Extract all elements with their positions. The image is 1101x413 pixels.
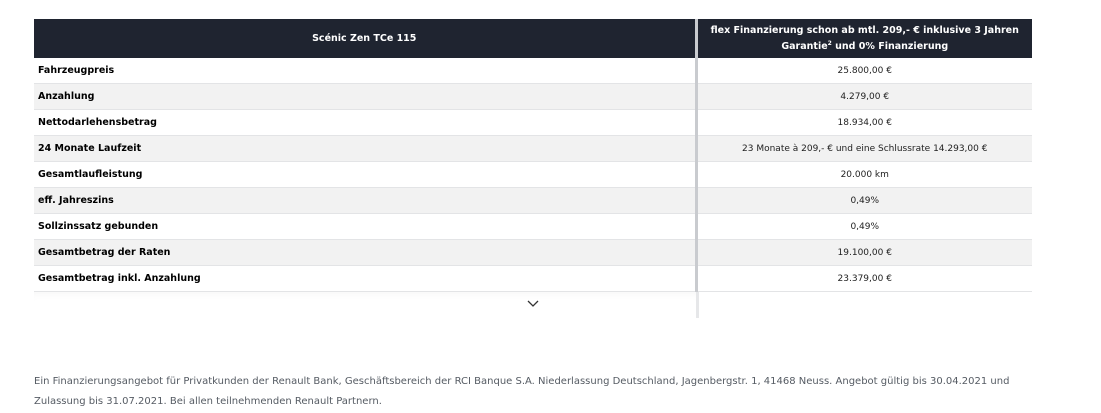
row-value: 19.100,00 € — [696, 239, 1032, 266]
financing-table-container: Scénic Zen TCe 115 flex Finanzierung sch… — [34, 19, 1032, 318]
financing-table: Scénic Zen TCe 115 flex Finanzierung sch… — [34, 19, 1032, 292]
header-offer-text-end: und 0% Finanzierung — [831, 41, 949, 53]
table-row: Gesamtbetrag inkl. Anzahlung 23.379,00 € — [34, 265, 1032, 292]
header-offer-description: flex Finanzierung schon ab mtl. 209,- € … — [696, 19, 1032, 58]
header-offer-text: flex Finanzierung schon ab mtl. 209,- € … — [710, 24, 1019, 53]
fade-left-column — [34, 292, 699, 318]
row-label: Fahrzeugpreis — [34, 58, 698, 84]
table-row: Gesamtbetrag der Raten 19.100,00 € — [34, 239, 1032, 266]
table-row: Nettodarlehensbetrag 18.934,00 € — [34, 109, 1032, 136]
table-row: Gesamtlaufleistung 20.000 km — [34, 161, 1032, 188]
row-label: Nettodarlehensbetrag — [34, 109, 698, 136]
row-label: Gesamtbetrag inkl. Anzahlung — [34, 265, 698, 292]
row-value: 0,49% — [696, 213, 1032, 240]
row-value: 25.800,00 € — [696, 58, 1032, 84]
table-row: 24 Monate Laufzeit 23 Monate à 209,- € u… — [34, 135, 1032, 162]
row-label: Sollzinssatz gebunden — [34, 213, 698, 240]
row-value: 20.000 km — [696, 161, 1032, 188]
row-value: 23 Monate à 209,- € und eine Schlussrate… — [696, 135, 1032, 162]
chevron-down-icon[interactable] — [526, 298, 540, 308]
row-label: Gesamtlaufleistung — [34, 161, 698, 188]
row-label: Gesamtbetrag der Raten — [34, 239, 698, 266]
row-label: eff. Jahreszins — [34, 187, 698, 214]
row-value: 23.379,00 € — [696, 265, 1032, 292]
row-label: 24 Monate Laufzeit — [34, 135, 698, 162]
row-label: Anzahlung — [34, 83, 698, 110]
row-value: 4.279,00 € — [696, 83, 1032, 110]
row-value: 18.934,00 € — [696, 109, 1032, 136]
table-header-row: Scénic Zen TCe 115 flex Finanzierung sch… — [34, 19, 1032, 58]
row-value: 0,49% — [696, 187, 1032, 214]
table-row: Fahrzeugpreis 25.800,00 € — [34, 58, 1032, 84]
table-row: Anzahlung 4.279,00 € — [34, 83, 1032, 110]
financing-footnote: Ein Finanzierungsangebot für Privatkunde… — [34, 376, 1010, 407]
table-fade-footer — [34, 292, 1032, 318]
header-model-name: Scénic Zen TCe 115 — [34, 19, 698, 58]
footnote-marker: 2 — [827, 39, 832, 47]
table-row: eff. Jahreszins 0,49% — [34, 187, 1032, 214]
table-row: Sollzinssatz gebunden 0,49% — [34, 213, 1032, 240]
fade-right-column — [699, 292, 1032, 318]
